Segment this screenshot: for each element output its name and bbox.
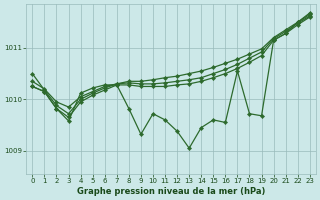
X-axis label: Graphe pression niveau de la mer (hPa): Graphe pression niveau de la mer (hPa)	[77, 187, 265, 196]
